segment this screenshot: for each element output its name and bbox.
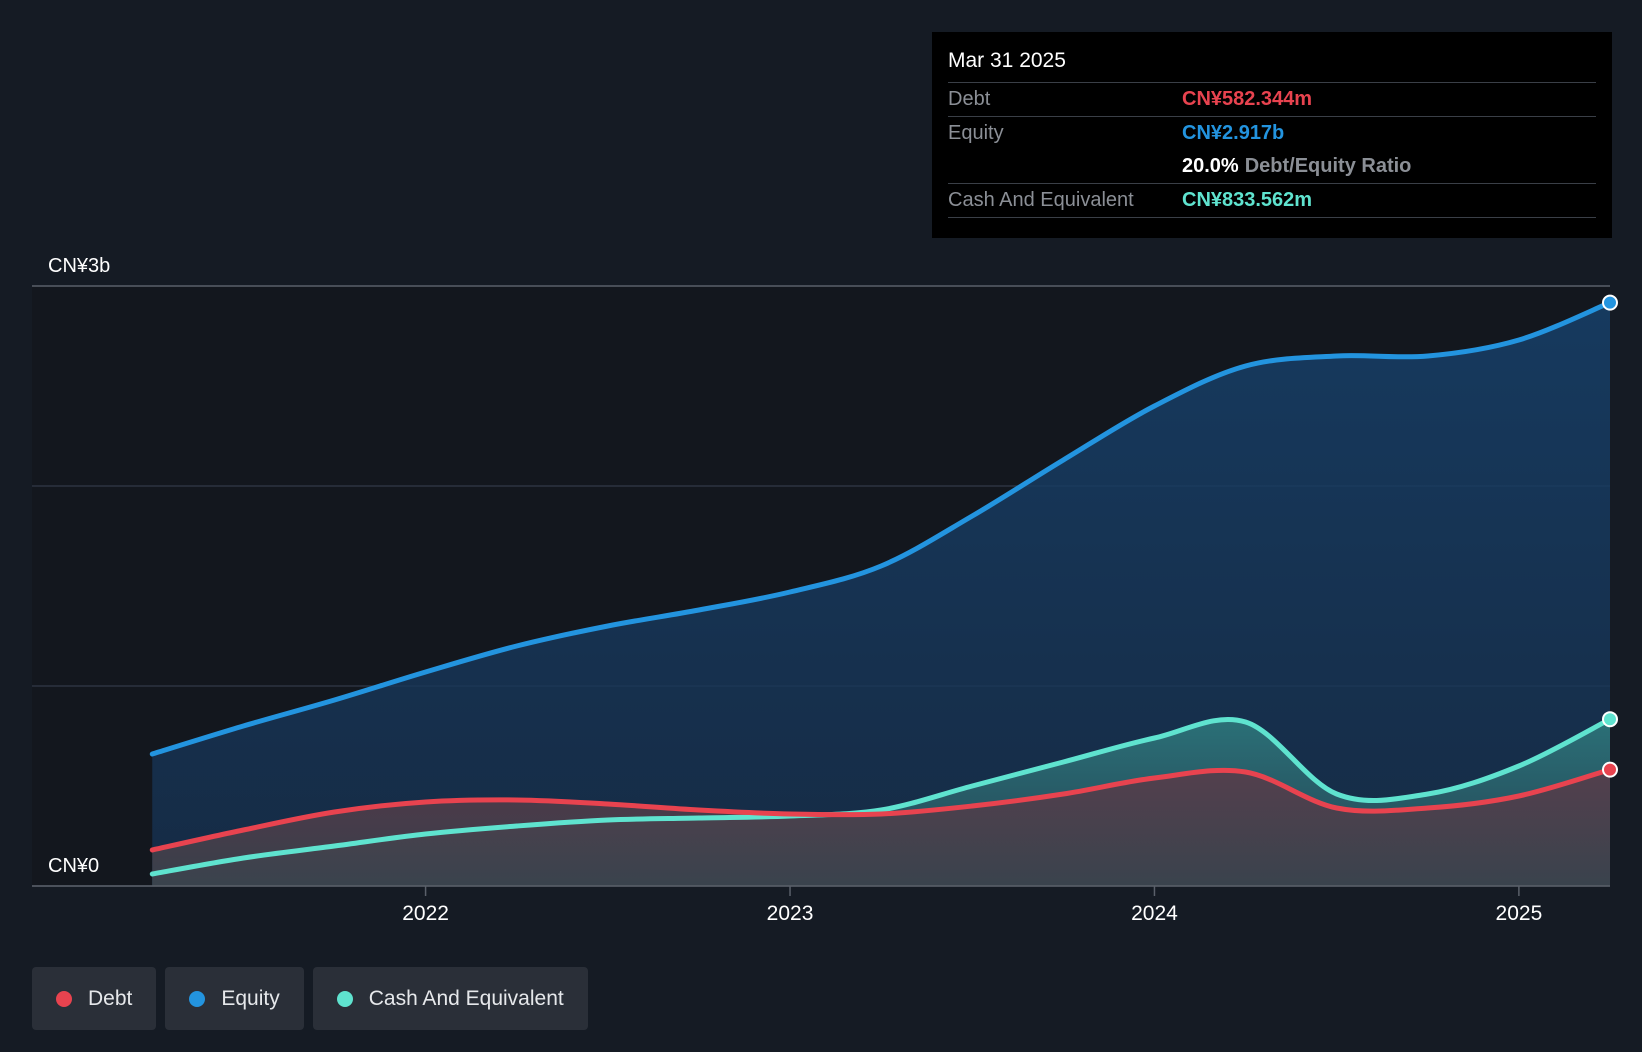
legend-equity-label: Equity: [221, 986, 280, 1010]
x-tick-label: 2022: [402, 902, 449, 925]
debt-area: [152, 769, 1610, 886]
tooltip-debt-label: Debt: [948, 88, 991, 110]
tooltip-ratio-label: Debt/Equity Ratio: [1244, 155, 1412, 177]
debt-end-point[interactable]: [1602, 761, 1618, 778]
tooltip-ratio-value: 20.0%: [1182, 155, 1239, 177]
equity-end-point[interactable]: [1602, 294, 1618, 311]
tooltip-panel: Mar 31 2025 Debt CN¥582.344m Equity CN¥2…: [932, 32, 1612, 238]
y-axis-label: CN¥3b: [48, 255, 110, 277]
tooltip-debt-value: CN¥582.344m: [1182, 88, 1313, 110]
tooltip-equity-value: CN¥2.917b: [1182, 122, 1285, 144]
cash-line: [149, 716, 1613, 877]
tooltip-equity-label: Equity: [948, 122, 1004, 144]
legend-item-equity[interactable]: Equity: [165, 967, 304, 1030]
chart-legend: Debt Equity Cash And Equivalent: [32, 967, 588, 1030]
axis-labels: CN¥3b CN¥0 2022 2023 2024 2025: [32, 255, 1610, 925]
tooltip-date: Mar 31 2025: [948, 46, 1596, 83]
legend-debt-label: Debt: [88, 986, 133, 1010]
legend-item-cash[interactable]: Cash And Equivalent: [312, 967, 588, 1030]
cash-end-point[interactable]: [1602, 711, 1618, 728]
tooltip-cash-row: Cash And Equivalent CN¥833.562m: [948, 184, 1596, 218]
tooltip-debt-row: Debt CN¥582.344m: [948, 83, 1596, 117]
legend-item-debt[interactable]: Debt: [32, 967, 157, 1030]
tooltip-cash-label: Cash And Equivalent: [948, 189, 1134, 211]
end-markers: [1602, 294, 1618, 778]
tooltip-equity-row: Equity CN¥2.917b: [948, 117, 1596, 150]
tooltip-cash-value: CN¥833.562m: [1182, 189, 1313, 211]
series-areas: [152, 302, 1610, 887]
tooltip-ratio-row: 20.0% Debt/Equity Ratio: [948, 150, 1596, 184]
x-tick-label: 2023: [767, 902, 814, 925]
equity-dot-icon: [189, 990, 206, 1007]
series-lines: [149, 300, 1613, 877]
equity-line: [149, 300, 1613, 757]
debt-line: [149, 767, 1613, 853]
y-axis-label: CN¥0: [48, 855, 99, 877]
x-tick-label: 2025: [1496, 902, 1543, 925]
tooltip-ratio-spacer: [948, 150, 1182, 183]
x-tick-label: 2024: [1131, 902, 1178, 925]
cash-dot-icon: [336, 990, 353, 1007]
debt-dot-icon: [56, 990, 72, 1007]
legend-cash-label: Cash And Equivalent: [368, 986, 564, 1010]
